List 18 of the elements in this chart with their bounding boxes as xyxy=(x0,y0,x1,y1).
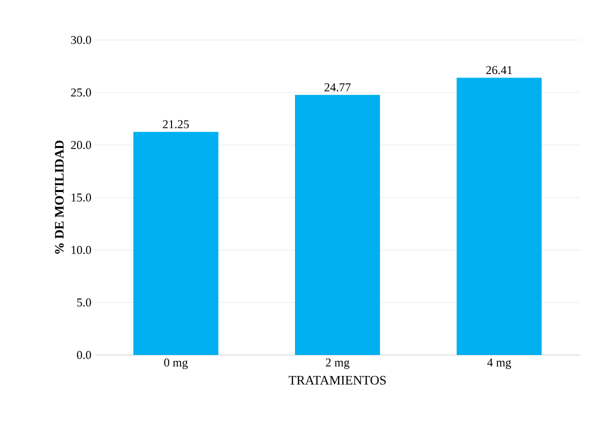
bar xyxy=(133,132,218,355)
data-label: 21.25 xyxy=(162,120,189,128)
x-tick-label: 4 mg xyxy=(487,358,512,369)
y-tick-label: 0.0 xyxy=(76,350,92,360)
y-tick-label: 10.0 xyxy=(72,246,92,254)
x-tick-label: 0 mg xyxy=(164,358,188,370)
y-axis-title: % DE MOTILIDAD xyxy=(54,140,64,254)
data-label: 24.77 xyxy=(324,83,351,92)
x-tick-label: 2 mg xyxy=(326,358,350,370)
y-tick-label: 15.0 xyxy=(72,193,92,202)
bar xyxy=(456,78,542,355)
y-tick-label: 5.0 xyxy=(77,298,92,307)
y-tick-label: 20.0 xyxy=(71,140,92,150)
y-tick-label: 25.0 xyxy=(71,88,92,97)
data-label: 26.41 xyxy=(486,66,512,74)
bar xyxy=(295,94,380,355)
x-axis-title: TRATAMIENTOS xyxy=(288,376,386,385)
y-tick-label: 30.0 xyxy=(71,36,92,44)
